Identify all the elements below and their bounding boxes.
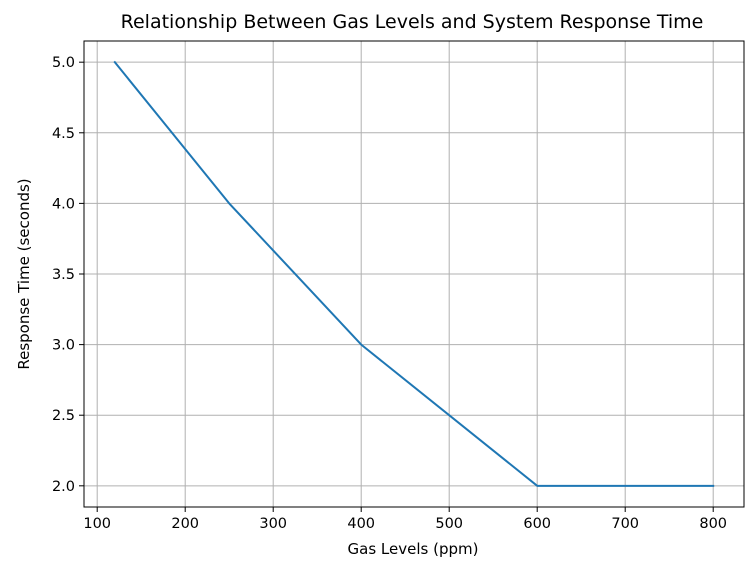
x-tick-label: 700 — [611, 516, 639, 532]
x-tick-label: 100 — [83, 516, 111, 532]
y-tick-label: 4.5 — [52, 126, 75, 142]
x-tick-label: 800 — [699, 516, 727, 532]
x-axis: 100 200 300 400 500 600 700 800 — [83, 507, 727, 532]
y-tick-label: 3.5 — [52, 267, 75, 283]
x-tick-label: 200 — [171, 516, 199, 532]
x-axis-label: Gas Levels (ppm) — [348, 540, 479, 558]
y-axis: 2.0 2.5 3.0 3.5 4.0 4.5 5.0 — [52, 55, 84, 495]
x-tick-label: 500 — [435, 516, 463, 532]
series — [113, 60, 715, 487]
y-tick-label: 4.0 — [52, 196, 75, 212]
x-tick-label: 600 — [523, 516, 551, 532]
x-tick-label: 400 — [347, 516, 375, 532]
y-tick-label: 2.0 — [52, 479, 75, 495]
chart-title: Relationship Between Gas Levels and Syst… — [121, 11, 704, 33]
y-tick-label: 5.0 — [52, 55, 75, 71]
y-tick-label: 3.0 — [52, 338, 75, 354]
y-axis-label: Response Time (seconds) — [15, 178, 33, 369]
grid — [84, 41, 744, 507]
series-line — [113, 60, 715, 487]
y-tick-label: 2.5 — [52, 408, 75, 424]
x-tick-label: 300 — [259, 516, 287, 532]
